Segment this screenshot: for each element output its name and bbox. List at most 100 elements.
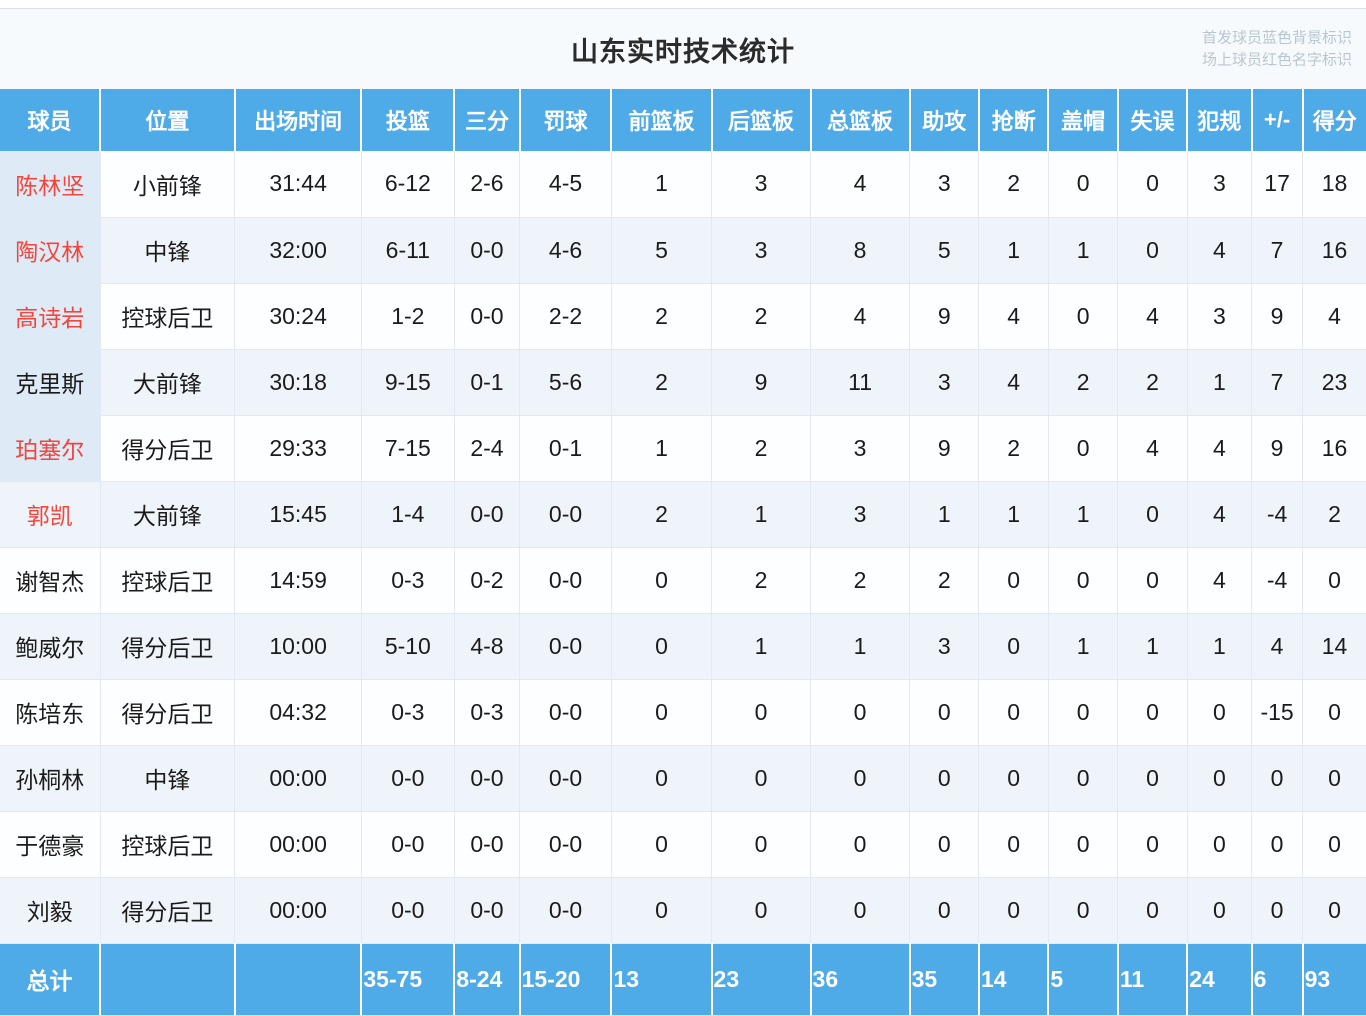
column-header-13[interactable]: 犯规	[1187, 89, 1253, 151]
table-row[interactable]: 鲍威尔 得分后卫 10:00 5-10 4-8 0-0 0 1 1 3 0 1 1 1 4 14	[0, 613, 1366, 680]
stat-cell-位置: 中锋	[100, 217, 236, 284]
stat-cell-投篮: 1-4	[361, 481, 455, 548]
column-header-4[interactable]: 三分	[454, 89, 521, 151]
stat-cell-总篮板: 2	[810, 547, 911, 614]
table-row[interactable]: 陈培东 得分后卫 04:32 0-3 0-3 0-0 0 0 0 0 0 0 0 0 -15 0	[0, 679, 1366, 746]
stat-cell-前篮板: 0	[611, 811, 713, 878]
stat-cell-+/-: 0	[1251, 745, 1304, 812]
stat-cell-得分: 0	[1302, 745, 1366, 812]
player-name-cell[interactable]: 陈培东	[0, 679, 101, 746]
column-header-1[interactable]: 位置	[100, 89, 236, 151]
stat-cell-三分: 0-0	[454, 217, 521, 284]
stat-cell-得分: 2	[1302, 481, 1366, 548]
stat-cell-位置: 控球后卫	[100, 811, 236, 878]
legend-note-line-2: 场上球员红色名字标识	[1201, 51, 1352, 68]
player-name-cell[interactable]: 陈林坚	[0, 151, 101, 218]
column-header-7[interactable]: 后篮板	[711, 89, 812, 151]
stat-cell-抢断: 0	[978, 613, 1049, 680]
stat-cell-罚球: 0-0	[519, 877, 612, 944]
page-title: 山东实时技术统计	[571, 36, 795, 67]
stat-cell-罚球: 0-0	[519, 679, 612, 746]
table-row[interactable]: 陶汉林 中锋 32:00 6-11 0-0 4-6 5 3 8 5 1 1 0 4 7 16	[0, 217, 1366, 284]
title-cell: 山东实时技术统计 首发球员蓝色背景标识 场上球员红色名字标识	[0, 9, 1366, 89]
column-header-15[interactable]: 得分	[1302, 89, 1366, 151]
stat-cell-位置: 中锋	[100, 745, 236, 812]
stat-cell-出场时间: 04:32	[234, 679, 362, 746]
stat-cell-罚球: 0-0	[519, 613, 612, 680]
stat-cell-犯规: 4	[1187, 547, 1253, 614]
player-name-cell[interactable]: 珀塞尔	[0, 415, 101, 482]
totals-cell-助攻: 35	[909, 943, 980, 1015]
player-name-cell[interactable]: 刘毅	[0, 877, 101, 944]
player-name-cell[interactable]: 谢智杰	[0, 547, 101, 614]
stat-cell-抢断: 4	[978, 283, 1049, 350]
stat-cell-助攻: 2	[909, 547, 980, 614]
column-header-0[interactable]: 球员	[0, 89, 102, 151]
table-row[interactable]: 孙桐林 中锋 00:00 0-0 0-0 0-0 0 0 0 0 0 0 0 0 0 0	[0, 745, 1366, 812]
table-row[interactable]: 克里斯 大前锋 30:18 9-15 0-1 5-6 2 9 11 3 4 2 2 1 7 23	[0, 349, 1366, 416]
stat-cell-助攻: 0	[909, 745, 980, 812]
column-header-9[interactable]: 助攻	[909, 89, 980, 151]
stat-cell-抢断: 1	[978, 481, 1049, 548]
stat-cell-得分: 0	[1302, 547, 1366, 614]
column-header-5[interactable]: 罚球	[519, 89, 613, 151]
column-header-8[interactable]: 总篮板	[810, 89, 911, 151]
stat-cell-犯规: 4	[1187, 481, 1253, 548]
stat-cell-后篮板: 0	[711, 745, 812, 812]
stat-cell-三分: 0-0	[454, 283, 521, 350]
stat-cell-投篮: 1-2	[361, 283, 455, 350]
player-name-cell[interactable]: 克里斯	[0, 349, 101, 416]
table-row[interactable]: 谢智杰 控球后卫 14:59 0-3 0-2 0-0 0 2 2 2 0 0 0 4 -4 0	[0, 547, 1366, 614]
player-name-cell[interactable]: 鲍威尔	[0, 613, 101, 680]
player-name-cell[interactable]: 陶汉林	[0, 217, 101, 284]
stat-cell-总篮板: 0	[810, 811, 911, 878]
team-box-score-table: 山东实时技术统计 首发球员蓝色背景标识 场上球员红色名字标识 球员 位置 出场时间投…	[0, 9, 1366, 1015]
totals-cell-盖帽: 5	[1048, 943, 1119, 1015]
stat-cell-助攻: 3	[909, 151, 980, 218]
stat-cell-盖帽: 0	[1048, 415, 1119, 482]
column-header-2[interactable]: 出场时间	[234, 89, 363, 151]
stat-cell-后篮板: 2	[711, 283, 812, 350]
stat-cell-投篮: 7-15	[361, 415, 455, 482]
stat-cell-+/-: 17	[1251, 151, 1304, 218]
stat-cell-出场时间: 32:00	[234, 217, 362, 284]
stat-cell-失误: 4	[1117, 283, 1188, 350]
stat-cell-盖帽: 0	[1048, 547, 1119, 614]
column-header-14[interactable]: +/-	[1251, 89, 1304, 151]
column-header-12[interactable]: 失误	[1117, 89, 1189, 151]
stat-cell-三分: 0-1	[454, 349, 521, 416]
stat-cell-后篮板: 3	[711, 217, 812, 284]
totals-cell-前篮板: 13	[611, 943, 713, 1015]
column-header-10[interactable]: 抢断	[978, 89, 1050, 151]
stat-cell-失误: 0	[1117, 745, 1188, 812]
player-name-cell[interactable]: 高诗岩	[0, 283, 101, 350]
stat-cell-总篮板: 3	[810, 415, 911, 482]
stat-cell-三分: 2-6	[454, 151, 521, 218]
stat-cell-犯规: 0	[1187, 811, 1253, 878]
stat-cell-失误: 4	[1117, 415, 1188, 482]
stat-cell-出场时间: 14:59	[234, 547, 362, 614]
stat-cell-犯规: 3	[1187, 151, 1253, 218]
table-row[interactable]: 于德豪 控球后卫 00:00 0-0 0-0 0-0 0 0 0 0 0 0 0 0 0 0	[0, 811, 1366, 878]
table-row[interactable]: 刘毅 得分后卫 00:00 0-0 0-0 0-0 0 0 0 0 0 0 0 0 0 0	[0, 877, 1366, 944]
stat-cell-位置: 控球后卫	[100, 283, 236, 350]
table-row[interactable]: 郭凯 大前锋 15:45 1-4 0-0 0-0 2 1 3 1 1 1 0 4 -4 2	[0, 481, 1366, 548]
stat-cell-+/-: -4	[1251, 481, 1304, 548]
column-header-3[interactable]: 投篮	[361, 89, 456, 151]
totals-row: 总计 35-75 8-24 15-20 13 23 36 35 14 5 11 24 6 93	[0, 943, 1366, 1015]
table-row[interactable]: 珀塞尔 得分后卫 29:33 7-15 2-4 0-1 1 2 3 9 2 0 4 4 9 16	[0, 415, 1366, 482]
column-header-6[interactable]: 前篮板	[611, 89, 713, 151]
player-name-cell[interactable]: 孙桐林	[0, 745, 101, 812]
stat-cell-盖帽: 0	[1048, 151, 1119, 218]
stat-cell-罚球: 0-1	[519, 415, 612, 482]
player-name-cell[interactable]: 郭凯	[0, 481, 101, 548]
stat-cell-三分: 0-2	[454, 547, 521, 614]
column-header-11[interactable]: 盖帽	[1048, 89, 1119, 151]
stat-cell-前篮板: 1	[611, 415, 713, 482]
player-name-cell[interactable]: 于德豪	[0, 811, 101, 878]
table-row[interactable]: 陈林坚 小前锋 31:44 6-12 2-6 4-5 1 3 4 3 2 0 0 3 17 18	[0, 151, 1366, 218]
table-row[interactable]: 高诗岩 控球后卫 30:24 1-2 0-0 2-2 2 2 4 9 4 0 4 3 9 4	[0, 283, 1366, 350]
stat-cell-盖帽: 0	[1048, 811, 1119, 878]
stat-cell-三分: 0-0	[454, 745, 521, 812]
stat-cell-+/-: 9	[1251, 283, 1304, 350]
